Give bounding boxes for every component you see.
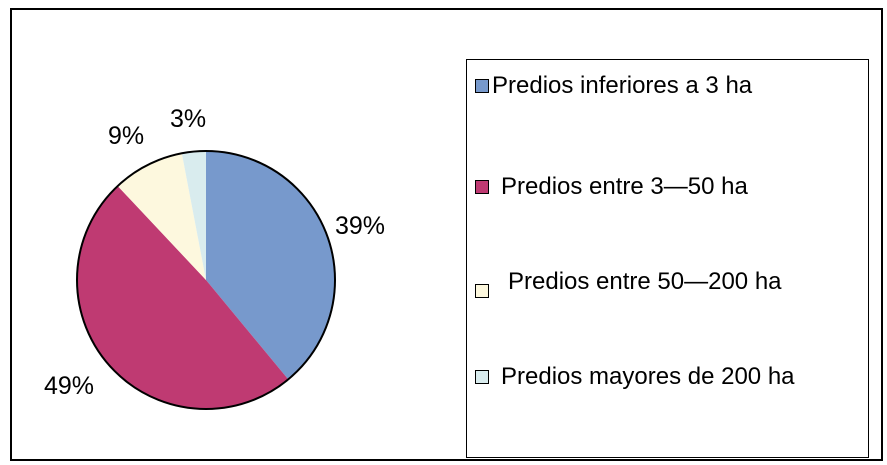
legend-item-inferiores-3ha: Predios inferiores a 3 ha bbox=[475, 72, 752, 100]
pie-chart: 39% 49% 9% 3% bbox=[44, 105, 385, 410]
chart-frame: 39% 49% 9% 3% Predios inferiores a 3 ha Pre… bbox=[10, 8, 883, 461]
slice-percent-label: 3% bbox=[170, 105, 206, 133]
legend-swatch bbox=[475, 79, 489, 93]
pie-slice bbox=[181, 151, 206, 280]
pie-outline bbox=[76, 150, 336, 410]
legend-swatch bbox=[475, 370, 489, 384]
slice-percent-label: 9% bbox=[108, 122, 144, 150]
legend-item-50-200ha: Predios entre 50—200 ha bbox=[475, 266, 782, 298]
legend-label: Predios inferiores a 3 ha bbox=[492, 72, 753, 99]
legend-label: Predios mayores de 200 ha bbox=[501, 363, 795, 390]
legend-swatch bbox=[475, 180, 489, 194]
pie-slice bbox=[206, 151, 335, 380]
slice-percent-label: 39% bbox=[335, 212, 385, 240]
legend-item-3-50ha: Predios entre 3—50 ha bbox=[475, 173, 748, 201]
pie-slice bbox=[117, 153, 206, 280]
pie-slice bbox=[76, 185, 289, 410]
legend-item-mayores-200ha: Predios mayores de 200 ha bbox=[475, 363, 795, 391]
slice-percent-label: 49% bbox=[44, 372, 94, 400]
legend-label: Predios entre 3—50 ha bbox=[501, 173, 748, 200]
legend: Predios inferiores a 3 ha Predios entre … bbox=[466, 59, 869, 458]
legend-swatch bbox=[475, 284, 489, 298]
legend-label: Predios entre 50—200 ha bbox=[508, 268, 782, 295]
